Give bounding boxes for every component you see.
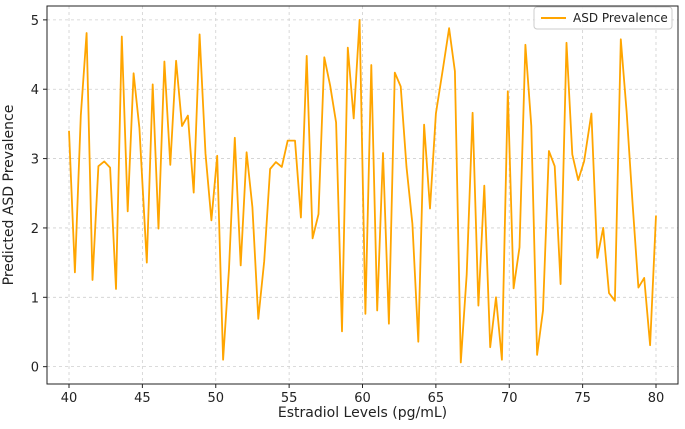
x-tick-label: 75 xyxy=(574,391,591,406)
y-tick-label: 2 xyxy=(31,222,39,237)
x-tick-label: 65 xyxy=(428,391,445,406)
y-tick-label: 1 xyxy=(31,291,39,306)
plot-frame xyxy=(46,5,679,385)
y-axis-label: Predicted ASD Prevalence xyxy=(1,105,17,286)
x-tick-label: 40 xyxy=(61,391,78,406)
grid-lines xyxy=(47,6,678,384)
legend: ASD Prevalence xyxy=(533,6,673,30)
y-tick-label: 0 xyxy=(31,361,39,376)
y-tick-label: 5 xyxy=(31,14,39,29)
x-tick-label: 80 xyxy=(648,391,665,406)
series-line xyxy=(68,18,657,364)
x-tick-label: 70 xyxy=(501,391,518,406)
x-tick-label: 50 xyxy=(207,391,224,406)
x-axis-label: Estradiol Levels (pg/mL) xyxy=(278,405,447,421)
series-layer xyxy=(68,18,657,364)
x-tick-label: 60 xyxy=(354,391,371,406)
legend-box xyxy=(533,6,673,30)
y-tick-label: 4 xyxy=(31,83,39,98)
x-tick-label: 55 xyxy=(281,391,298,406)
y-tick-label: 3 xyxy=(31,153,39,168)
legend-label: ASD Prevalence xyxy=(573,11,668,25)
x-tick-label: 45 xyxy=(134,391,151,406)
